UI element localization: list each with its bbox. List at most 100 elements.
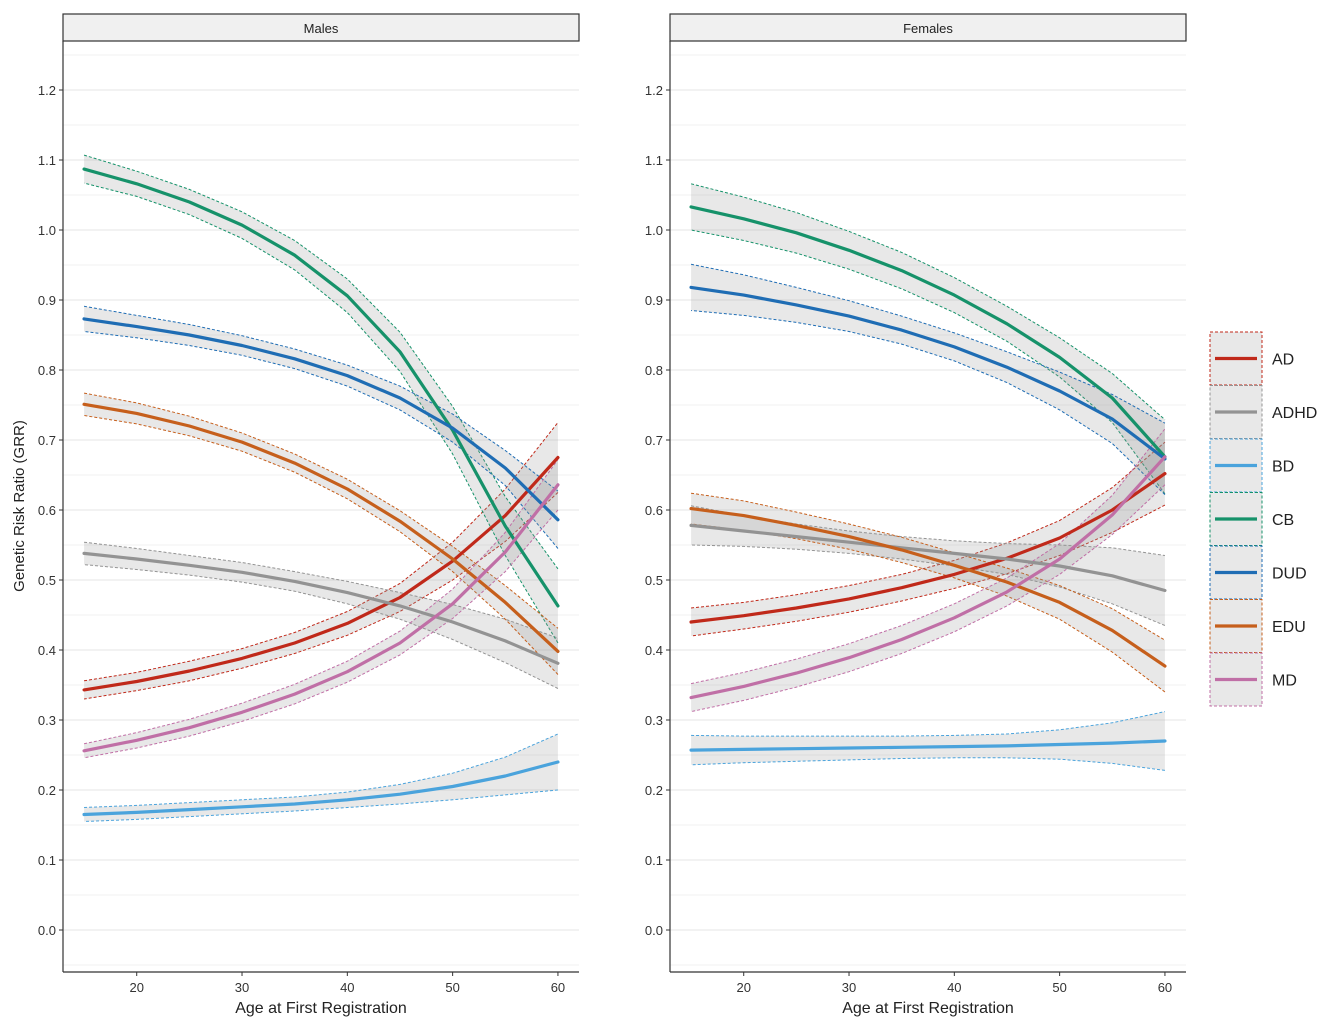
- band-upper-cb: [690, 183, 1166, 421]
- x-tick-label: 20: [129, 980, 143, 995]
- band-upper-cb: [83, 154, 559, 570]
- band-lower-adhd: [84, 564, 559, 689]
- band-lower-adhd: [691, 544, 1166, 626]
- y-tick-label: 1.2: [645, 83, 663, 98]
- series-lines: [82, 167, 560, 817]
- series-line-ad: [82, 455, 560, 692]
- band-edu: [691, 493, 1165, 692]
- x-tick-label: 60: [1158, 980, 1172, 995]
- y-tick-label: 0.2: [38, 783, 56, 798]
- strip-background: [62, 13, 580, 42]
- band-edu: [84, 393, 558, 675]
- series-line-cb: [689, 205, 1167, 459]
- y-tick-label: 0.8: [645, 363, 663, 378]
- strip-title: Males: [304, 21, 339, 36]
- x-tick-label: 30: [235, 980, 249, 995]
- band-lower-bd: [691, 757, 1166, 771]
- band-lower-md: [690, 484, 1166, 713]
- y-axis-label: Genetic Risk Ratio (GRR): [11, 420, 28, 592]
- y-tick-label: 0.6: [38, 503, 56, 518]
- strip-title: Females: [903, 21, 953, 36]
- y-tick-label: 0.3: [645, 713, 663, 728]
- x-tick-label: 30: [842, 980, 856, 995]
- y-tick-label: 1.1: [645, 153, 663, 168]
- band-upper-ad: [691, 441, 1166, 609]
- legend-label: MD: [1272, 673, 1297, 690]
- strip-background: [669, 13, 1187, 42]
- y-tick-label: 1.0: [645, 223, 663, 238]
- series-line-dud: [689, 285, 1167, 461]
- band-upper-edu: [83, 392, 559, 629]
- band-md: [691, 428, 1165, 712]
- x-tick-label: 50: [1052, 980, 1066, 995]
- y-tick-label: 0.4: [38, 643, 56, 658]
- band-bd: [84, 734, 558, 822]
- band-lower-cb: [83, 182, 559, 644]
- band-lower-ad: [690, 504, 1166, 637]
- band-lower-dud: [691, 310, 1166, 495]
- y-tick-label: 1.2: [38, 83, 56, 98]
- legend-label: ADHD: [1272, 405, 1317, 422]
- band-upper-bd: [84, 733, 559, 808]
- series-line-adhd: [689, 523, 1167, 593]
- band-upper-dud: [690, 263, 1166, 424]
- axes: 0.0 0.1 0.2 0.3 0.4 0.5 0.6 0.7 0.8 0.9 1.0 1.1 1.2 2…: [38, 41, 579, 995]
- legend-label: CB: [1272, 512, 1294, 529]
- y-tick-label: 0.0: [645, 923, 663, 938]
- y-tick-label: 0.7: [38, 433, 56, 448]
- band-upper-md: [83, 459, 559, 745]
- band-lower-ad: [83, 492, 559, 700]
- x-tick-label: 60: [551, 980, 565, 995]
- y-tick-label: 1.1: [38, 153, 56, 168]
- y-tick-label: 0.1: [38, 853, 56, 868]
- band-lower-dud: [84, 331, 559, 549]
- legend-label: BD: [1272, 459, 1294, 476]
- series-lines: [689, 205, 1167, 752]
- y-tick-label: 0.7: [645, 433, 663, 448]
- legend-item-dud: DUD: [1209, 545, 1307, 600]
- y-tick-label: 0.9: [645, 293, 663, 308]
- y-tick-label: 0.5: [38, 573, 56, 588]
- y-tick-label: 0.2: [645, 783, 663, 798]
- series-line-ad: [689, 472, 1167, 624]
- band-dud: [691, 264, 1165, 495]
- band-upper-md: [690, 428, 1166, 685]
- series-line-dud: [82, 317, 560, 522]
- y-tick-label: 0.5: [645, 573, 663, 588]
- legend-item-cb: CB: [1209, 492, 1294, 546]
- band-ad: [84, 422, 558, 699]
- band-upper-edu: [690, 492, 1166, 641]
- band-cb: [691, 183, 1165, 494]
- x-tick-label: 40: [340, 980, 354, 995]
- band-upper-ad: [83, 422, 559, 682]
- legend-label: DUD: [1272, 566, 1307, 583]
- panel-females: 0.0 0.1 0.2 0.3 0.4 0.5 0.6 0.7 0.8 0.9 1.0 1.1 1.2 2…: [645, 13, 1187, 995]
- legend-label: EDU: [1272, 619, 1306, 636]
- x-tick-label: 50: [445, 980, 459, 995]
- band-adhd: [691, 505, 1165, 626]
- band-lower-bd: [84, 789, 558, 822]
- band-adhd: [84, 542, 558, 689]
- series-line-edu: [689, 507, 1167, 668]
- y-tick-label: 0.1: [645, 853, 663, 868]
- legend: AD ADHD BD CB DUD EDU MD: [1209, 331, 1317, 707]
- y-tick-label: 1.0: [38, 223, 56, 238]
- band-upper-dud: [83, 305, 559, 492]
- band-dud: [84, 306, 558, 549]
- legend-item-md: MD: [1209, 652, 1297, 707]
- y-tick-label: 0.3: [38, 713, 56, 728]
- band-lower-cb: [690, 229, 1166, 495]
- x-tick-label: 40: [947, 980, 961, 995]
- series-line-md: [689, 455, 1167, 700]
- series-line-bd: [689, 739, 1167, 752]
- y-tick-label: 0.0: [38, 923, 56, 938]
- panel-males: 0.0 0.1 0.2 0.3 0.4 0.5 0.6 0.7 0.8 0.9 1.0 1.1 1.2 2…: [38, 13, 580, 995]
- x-axis-label-females: Age at First Registration: [842, 1000, 1014, 1017]
- legend-item-bd: BD: [1209, 438, 1294, 493]
- legend-item-adhd: ADHD: [1209, 385, 1317, 439]
- y-tick-label: 0.9: [38, 293, 56, 308]
- series-line-edu: [82, 402, 560, 654]
- legend-item-edu: EDU: [1209, 599, 1306, 653]
- strip-females: Females: [669, 13, 1187, 42]
